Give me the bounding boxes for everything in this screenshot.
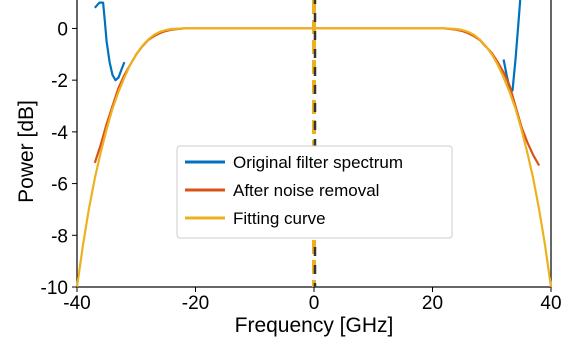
legend-entry-fitting: Fitting curve (233, 209, 326, 228)
series-after-noise-removal (93, 27, 541, 167)
legend-entry-original: Original filter spectrum (233, 153, 403, 172)
series-original-filter (93, 1, 126, 82)
x-axis-label: Frequency [GHz] (235, 314, 394, 337)
y-tick-label: -2 (51, 71, 68, 92)
tick-layer: -40 -20 0 20 40 0 -2 -4 -6 -8 -10 (41, 19, 562, 314)
legend-box (176, 145, 453, 239)
legend: Original filter spectrum After noise rem… (176, 145, 453, 239)
legend-entry-noise-removed: After noise removal (233, 181, 379, 200)
annotation-layer (312, 0, 317, 287)
y-tick-label: -6 (51, 175, 68, 196)
series-original-filter-right (502, 0, 522, 92)
x-tick-label: -20 (182, 293, 209, 314)
y-tick-label: 0 (57, 19, 68, 40)
x-tick-label: 40 (540, 293, 561, 314)
x-tick-label: -40 (63, 293, 90, 314)
y-axis-label: Power [dB] (15, 100, 38, 203)
y-tick-label: -10 (41, 278, 68, 299)
x-tick-label: 20 (422, 293, 443, 314)
y-tick-label: -8 (51, 226, 68, 247)
y-tick-label: -4 (51, 123, 68, 144)
x-tick-label: 0 (309, 293, 320, 314)
